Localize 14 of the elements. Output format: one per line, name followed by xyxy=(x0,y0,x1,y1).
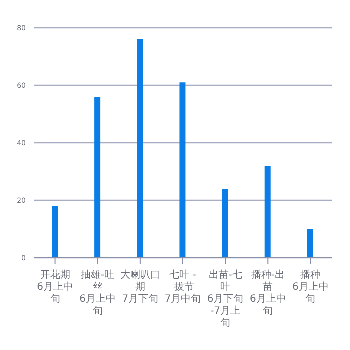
bar xyxy=(307,229,314,258)
bar xyxy=(180,82,186,258)
x-tick-label: 大喇叭口期 7月下旬 xyxy=(120,269,160,305)
x-tick-label: 出苗-七叶 6月下旬-7月上旬 xyxy=(207,269,244,329)
x-tick-label: 抽雄-吐丝 6月上中旬 xyxy=(80,269,116,317)
bar xyxy=(222,189,228,258)
bar xyxy=(137,40,144,258)
x-tick-label: 七叶 - 拔节 7月中旬 xyxy=(164,269,202,305)
x-tick-label: 开花期 6月上中旬 xyxy=(37,269,74,305)
bar xyxy=(264,166,271,258)
bar xyxy=(52,206,58,258)
x-tick-label: 播种 6月上中旬 xyxy=(292,269,329,305)
x-tick-label: 播种-出苗 6月上中旬 xyxy=(250,269,286,317)
bar xyxy=(94,97,101,258)
